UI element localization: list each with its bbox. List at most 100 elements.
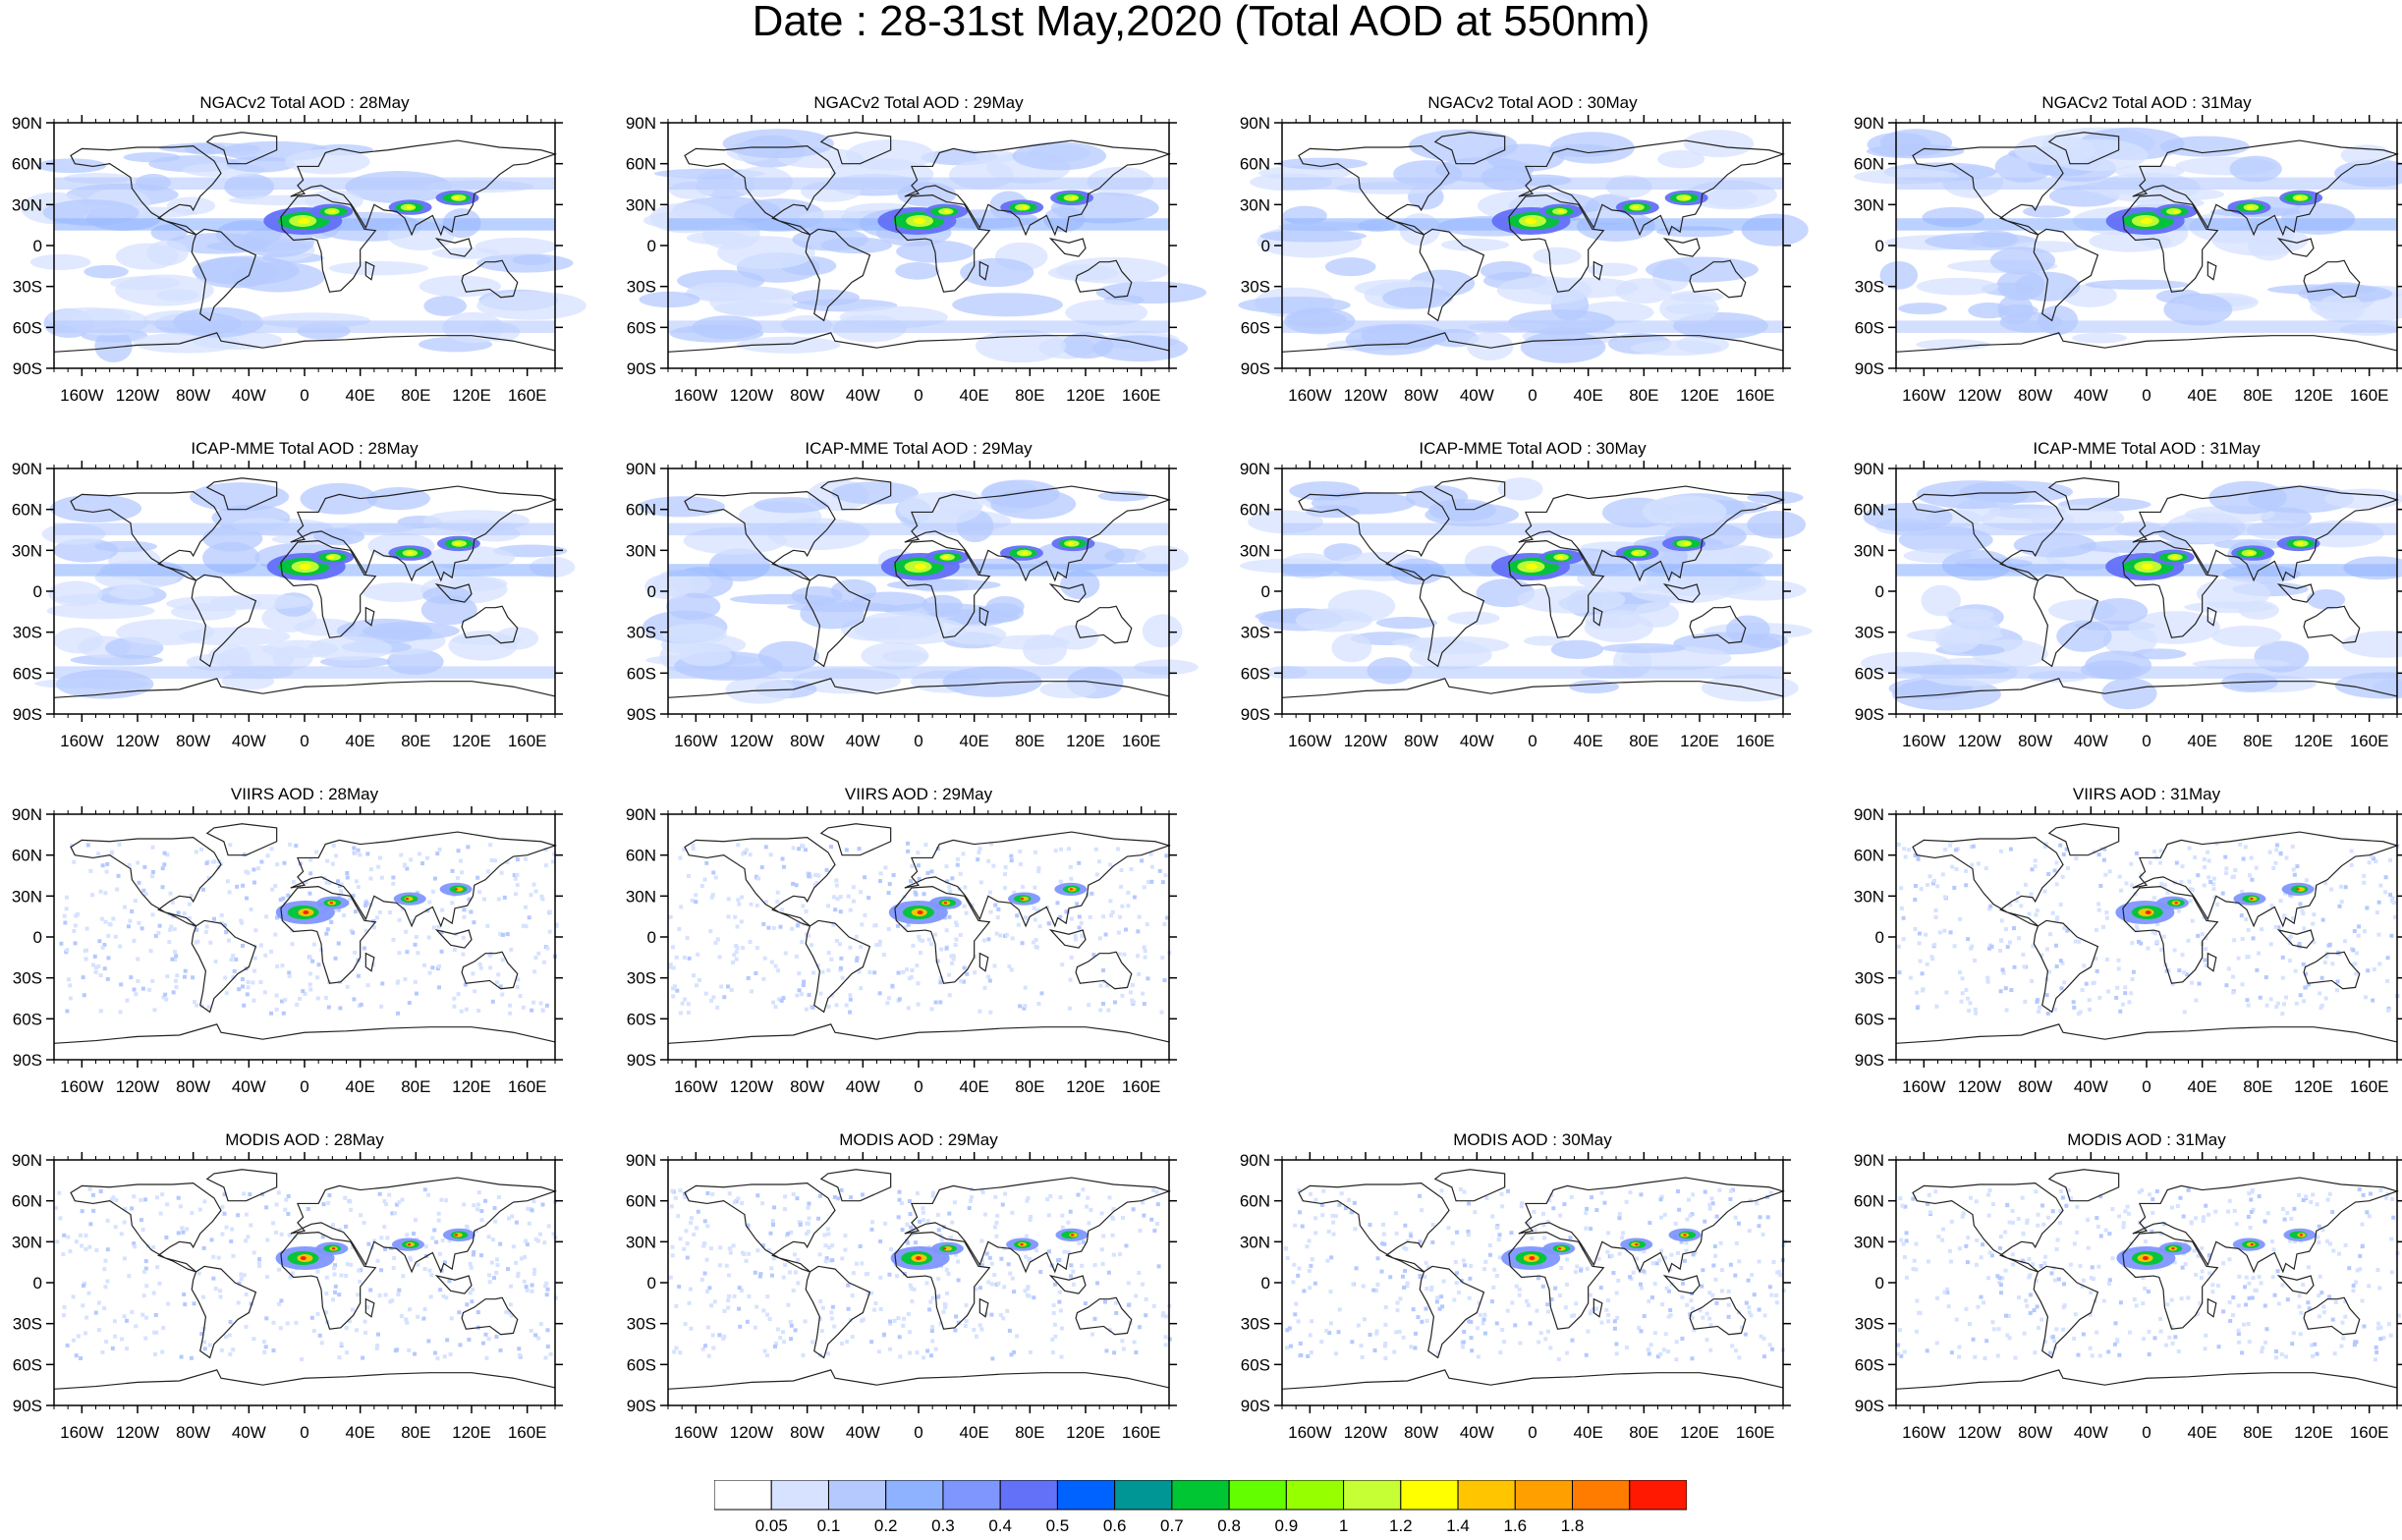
- lat-tick-label: 60S: [13, 664, 42, 683]
- colorbar-swatch: [1115, 1480, 1172, 1510]
- lat-tick-label: 30N: [626, 887, 656, 906]
- lat-tick-label: 60S: [1855, 664, 1884, 683]
- lon-tick-label: 160E: [508, 1077, 547, 1096]
- lon-tick-label: 80W: [790, 1077, 824, 1096]
- lat-tick-label: 90N: [12, 805, 42, 824]
- lat-tick-label: 30S: [1241, 278, 1270, 297]
- lat-tick-label: 60S: [1855, 318, 1884, 337]
- lat-tick-label: 30S: [1855, 624, 1884, 642]
- lon-tick-label: 80W: [2018, 1077, 2052, 1096]
- lon-tick-label: 160E: [2350, 1077, 2389, 1096]
- lat-tick-label: 60S: [1855, 1355, 1884, 1374]
- lon-tick-label: 160E: [508, 1423, 547, 1442]
- lon-tick-label: 120E: [1680, 732, 1719, 750]
- lon-tick-label: 120E: [1066, 732, 1105, 750]
- lon-tick-label: 160W: [674, 732, 717, 750]
- lon-tick-label: 0: [1528, 1423, 1536, 1442]
- lat-tick-label: 30S: [13, 624, 42, 642]
- lon-tick-label: 120W: [1344, 1423, 1387, 1442]
- colorbar-swatch: [1630, 1480, 1687, 1510]
- lon-tick-label: 160E: [1736, 386, 1775, 405]
- lon-tick-label: 120W: [116, 732, 159, 750]
- lon-tick-label: 0: [300, 1077, 308, 1096]
- lon-tick-label: 80W: [176, 1423, 210, 1442]
- lon-tick-label: 40E: [346, 1077, 375, 1096]
- lat-tick-label: 90S: [1241, 1397, 1270, 1415]
- lon-tick-label: 40E: [960, 386, 989, 405]
- lon-tick-label: 160E: [1122, 732, 1161, 750]
- lon-tick-label: 40E: [960, 1423, 989, 1442]
- lon-tick-label: 40W: [232, 732, 266, 750]
- lat-tick-label: 30S: [1241, 624, 1270, 642]
- lon-tick-label: 0: [2142, 1077, 2151, 1096]
- lat-tick-label: 60N: [626, 501, 656, 520]
- lon-tick-label: 160W: [1902, 1077, 1945, 1096]
- lon-tick-label: 160W: [60, 1423, 103, 1442]
- lon-tick-label: 120E: [452, 1077, 491, 1096]
- lat-tick-label: 30N: [12, 1233, 42, 1251]
- colorbar-label: 0.1: [817, 1516, 841, 1535]
- lat-tick-label: 0: [33, 582, 42, 601]
- lat-tick-label: 90S: [13, 705, 42, 724]
- lon-tick-label: 80W: [790, 386, 824, 405]
- lat-tick-label: 60S: [1241, 664, 1270, 683]
- lat-tick-label: 90S: [627, 1051, 656, 1070]
- lon-tick-label: 40W: [846, 1423, 880, 1442]
- lat-tick-label: 90N: [12, 114, 42, 133]
- lat-tick-label: 30N: [1854, 541, 1884, 560]
- colorbar-swatch: [1458, 1480, 1515, 1510]
- lat-tick-label: 60N: [12, 155, 42, 174]
- lon-tick-label: 40E: [1574, 732, 1603, 750]
- colorbar-label: 0.6: [1103, 1516, 1127, 1535]
- lon-tick-label: 0: [914, 732, 922, 750]
- lat-tick-label: 90S: [627, 705, 656, 724]
- lat-tick-label: 60N: [1854, 155, 1884, 174]
- lon-tick-label: 160W: [60, 1077, 103, 1096]
- lon-tick-label: 120W: [1958, 386, 2001, 405]
- lon-tick-label: 40W: [2074, 1423, 2108, 1442]
- lon-tick-label: 80W: [2018, 732, 2052, 750]
- colorbar-label: 0.8: [1217, 1516, 1241, 1535]
- lat-tick-label: 90S: [627, 359, 656, 378]
- lon-tick-label: 160E: [1736, 1423, 1775, 1442]
- lat-tick-label: 90S: [1855, 1397, 1884, 1415]
- lon-tick-label: 0: [2142, 386, 2151, 405]
- lat-tick-label: 90S: [1855, 359, 1884, 378]
- lon-tick-label: 160W: [674, 1077, 717, 1096]
- lat-tick-label: 90N: [626, 805, 656, 824]
- lon-tick-label: 120W: [1344, 386, 1387, 405]
- lon-tick-label: 80W: [790, 1423, 824, 1442]
- lat-tick-label: 90N: [626, 1151, 656, 1170]
- lat-tick-label: 30N: [1854, 195, 1884, 214]
- lat-tick-label: 60N: [12, 501, 42, 520]
- lon-tick-label: 40E: [346, 732, 375, 750]
- lat-tick-label: 60S: [627, 664, 656, 683]
- lat-tick-label: 30S: [627, 278, 656, 297]
- lon-tick-label: 120E: [452, 1423, 491, 1442]
- lon-tick-label: 80E: [1015, 1077, 1044, 1096]
- lon-tick-label: 40E: [346, 386, 375, 405]
- lon-tick-label: 80E: [1015, 732, 1044, 750]
- lon-tick-label: 160W: [674, 386, 717, 405]
- lat-tick-label: 90S: [1241, 359, 1270, 378]
- lon-tick-label: 40W: [232, 1077, 266, 1096]
- lat-tick-label: 0: [1875, 237, 1884, 255]
- lat-tick-label: 60N: [1854, 501, 1884, 520]
- lat-tick-label: 60S: [627, 318, 656, 337]
- lon-tick-label: 40E: [2188, 1423, 2217, 1442]
- colorbar-swatch: [1057, 1480, 1114, 1510]
- lon-tick-label: 120W: [730, 1423, 773, 1442]
- colorbar-label: 0.3: [931, 1516, 955, 1535]
- colorbar-swatch: [1344, 1480, 1401, 1510]
